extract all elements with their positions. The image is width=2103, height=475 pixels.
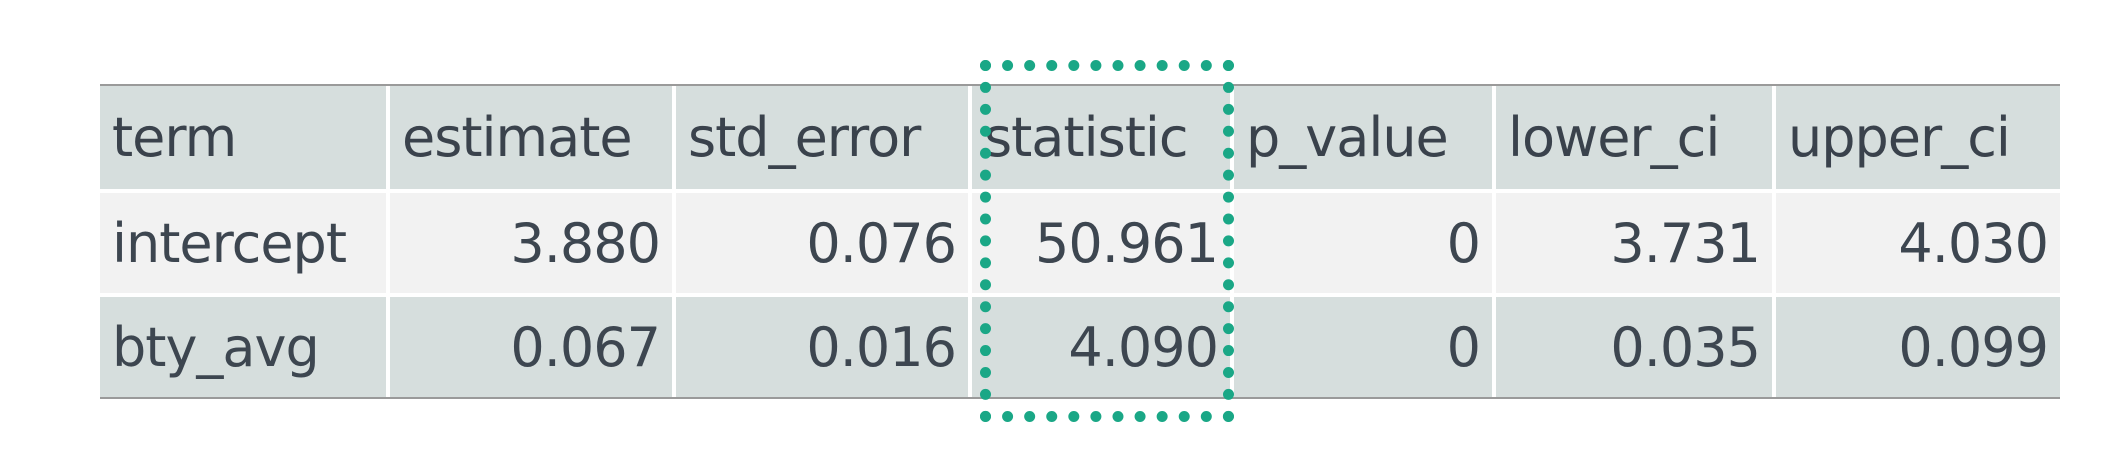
header-std-error: std_error [672,86,972,193]
header-upper-ci: upper_ci [1772,86,2060,193]
cell-std-error: 0.016 [672,293,972,397]
table-header-row: term estimate std_error statistic p_valu… [100,86,2060,193]
cell-term: bty_avg [100,293,390,397]
cell-lower-ci: 0.035 [1492,293,1776,397]
cell-estimate: 0.067 [386,293,676,397]
regression-table-grid: term estimate std_error statistic p_valu… [100,86,2060,397]
cell-p-value: 0 [1230,191,1496,295]
cell-statistic: 50.961 [968,191,1234,295]
header-lower-ci: lower_ci [1492,86,1776,193]
cell-upper-ci: 4.030 [1772,191,2060,295]
cell-estimate: 3.880 [386,191,676,295]
cell-statistic: 4.090 [968,293,1234,397]
header-estimate: estimate [386,86,676,193]
cell-term: intercept [100,191,390,295]
cell-upper-ci: 0.099 [1772,293,2060,397]
cell-std-error: 0.076 [672,191,972,295]
regression-table: term estimate std_error statistic p_valu… [100,84,2060,399]
cell-p-value: 0 [1230,293,1496,397]
table-row: intercept 3.880 0.076 50.961 0 3.731 4.0… [100,191,2060,295]
header-statistic: statistic [968,86,1234,193]
table-row: bty_avg 0.067 0.016 4.090 0 0.035 0.099 [100,293,2060,397]
header-term: term [100,86,390,193]
header-p-value: p_value [1230,86,1496,193]
cell-lower-ci: 3.731 [1492,191,1776,295]
